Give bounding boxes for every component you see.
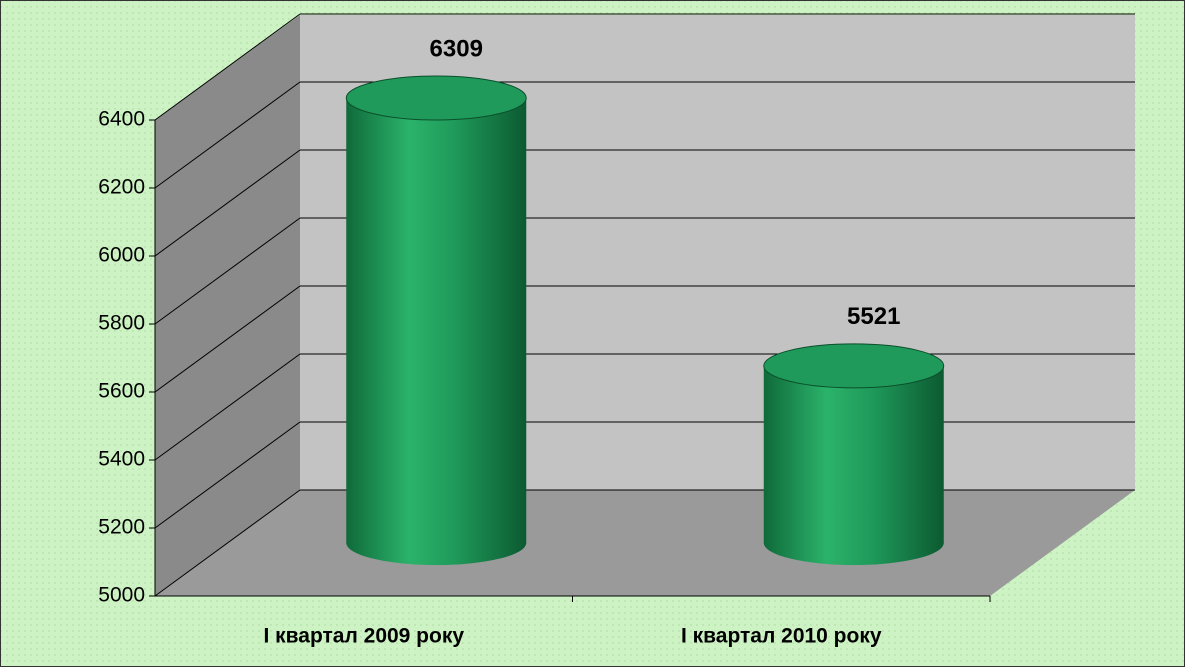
y-tick-label: 5600	[98, 380, 145, 403]
grid-line	[154, 81, 301, 189]
cylinder	[763, 343, 945, 565]
cylinder-top	[345, 75, 527, 121]
y-tick-label: 6400	[98, 108, 145, 131]
y-tick-label: 6000	[98, 244, 145, 267]
data-label: 6309	[430, 35, 483, 62]
side-wall	[155, 15, 300, 596]
x-tick-label: І квартал 2010 року	[681, 625, 882, 648]
y-tick-label: 6200	[98, 176, 145, 199]
cylinder-body	[346, 97, 527, 543]
data-label: 5521	[847, 303, 900, 330]
grid-line	[154, 353, 301, 461]
y-tick-label: 5000	[98, 584, 145, 607]
x-tick-label: І квартал 2009 року	[263, 625, 464, 648]
y-tick-label: 5800	[98, 312, 145, 335]
grid-line	[154, 285, 301, 393]
floor	[155, 490, 1135, 596]
grid-line	[154, 489, 301, 597]
grid-line	[154, 13, 301, 121]
cylinder-top	[763, 343, 945, 389]
grid-line	[154, 217, 301, 325]
grid-line	[154, 421, 301, 529]
cylinder	[345, 75, 527, 565]
cylinder-body	[763, 365, 944, 543]
y-tick-label: 5400	[98, 448, 145, 471]
y-tick-label: 5200	[98, 516, 145, 539]
grid-line	[154, 149, 301, 257]
